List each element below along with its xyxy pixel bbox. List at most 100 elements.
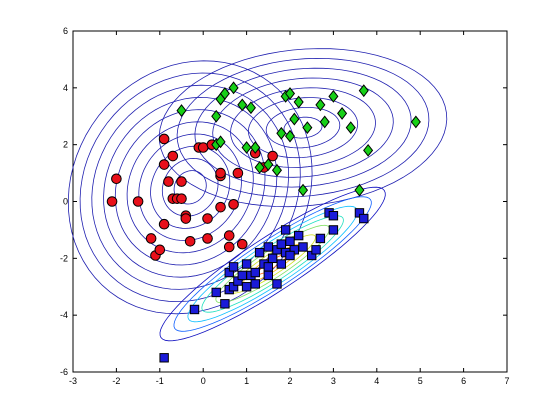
square-point (263, 262, 274, 272)
circle-point (202, 233, 213, 244)
square-point (276, 259, 287, 269)
circle-point (236, 238, 248, 250)
diamond-point (176, 104, 187, 117)
x-tick-label: 1 (244, 376, 249, 386)
contour-line (173, 196, 372, 332)
circle-point (176, 193, 187, 204)
diamond-point (271, 163, 283, 177)
diamond-point (211, 109, 222, 123)
contour-line (247, 97, 359, 159)
square-point (263, 242, 274, 252)
square-point (228, 262, 239, 272)
diamond-point (276, 126, 287, 140)
diamond-point (219, 87, 230, 100)
contour-line (230, 87, 376, 168)
contour-line (159, 186, 386, 342)
square-point (328, 225, 339, 235)
square-point (250, 267, 260, 278)
x-tick-label: 6 (461, 376, 466, 386)
diamond-point (237, 98, 248, 112)
contour-line (114, 109, 266, 266)
diamond-point (354, 183, 365, 197)
diamond-point (337, 106, 348, 120)
circle-point (267, 150, 278, 162)
square-point (211, 287, 221, 298)
diamond-point (315, 98, 326, 112)
square-point (263, 270, 274, 281)
diamond-point (215, 135, 226, 149)
square-point (298, 242, 308, 252)
square-point (241, 259, 252, 269)
contour-line (103, 96, 278, 278)
contour-line (187, 205, 358, 323)
y-tick-label: 4 (63, 83, 68, 93)
diamond-point (241, 141, 252, 154)
square-point (237, 270, 247, 281)
x-tick-label: 7 (504, 376, 509, 386)
circle-point (154, 244, 166, 256)
diamond-point (319, 115, 330, 129)
circle-point (184, 235, 196, 247)
circle-point (223, 241, 235, 253)
contour-line (79, 72, 301, 303)
circle-point (158, 159, 170, 170)
diamond-point (228, 81, 239, 95)
axis-layer: -3 -2 -1 0 1 2 3 4 5 6 7 -6 -4 -2 0 2 4 6 (60, 26, 510, 386)
square-point (254, 247, 265, 258)
diamond-point (302, 121, 313, 135)
square-point (293, 230, 304, 241)
circle-point (202, 213, 213, 224)
diamond-point (358, 84, 369, 98)
circle-point (232, 167, 244, 179)
contour-line (265, 107, 341, 149)
circle-point (132, 196, 144, 207)
square-point (159, 353, 169, 363)
circle-point (145, 233, 157, 244)
diamond-point (245, 101, 256, 115)
x-tick-label: 5 (418, 376, 423, 386)
diamond-point (363, 143, 374, 157)
square-point (285, 250, 295, 261)
circle-point (215, 201, 226, 213)
diamond-point (289, 112, 300, 126)
square-point (220, 299, 230, 309)
circle-point (176, 176, 187, 187)
diamond-point (297, 183, 309, 197)
x-tick-label: -1 (156, 376, 164, 386)
circle-point (163, 176, 174, 187)
square-point (315, 233, 326, 244)
diamond-point (284, 129, 296, 143)
square-point (189, 304, 200, 315)
circle-point (228, 199, 239, 210)
contour-line (67, 60, 313, 315)
contour-line (126, 121, 254, 254)
y-tick-label: 6 (63, 26, 68, 36)
circle-point (106, 196, 118, 207)
x-tick-label: 4 (374, 376, 379, 386)
y-tick-label: 0 (63, 197, 68, 207)
circle-point (197, 142, 209, 153)
contour-line (91, 84, 290, 290)
circle-point (158, 218, 170, 230)
x-tick-label: 0 (201, 376, 206, 386)
square-point (250, 279, 260, 289)
square-point (328, 211, 339, 221)
y-tick-label: -4 (60, 310, 68, 320)
contour-line (158, 48, 448, 208)
diamond-point (328, 89, 339, 103)
circle-point (111, 173, 122, 185)
square-point (267, 253, 278, 264)
square-point (285, 236, 295, 246)
diamond-point (263, 158, 274, 171)
square-point (241, 282, 252, 292)
diamond-point (410, 115, 421, 129)
y-tick-label: 2 (63, 140, 68, 150)
diamond-point (254, 160, 265, 174)
contour-line (138, 133, 242, 242)
circle-point (223, 230, 235, 241)
circle-point (180, 213, 192, 224)
marker-layer (106, 81, 421, 363)
diamond-point (284, 87, 296, 100)
circle-point (167, 150, 179, 162)
